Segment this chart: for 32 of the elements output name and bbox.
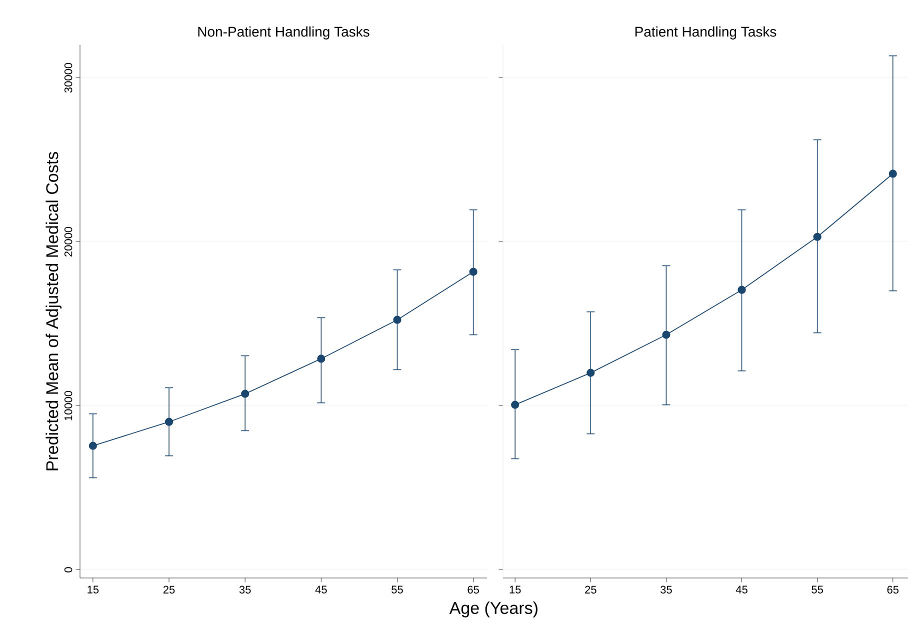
y-axis-title: Predicted Mean of Adjusted Medical Costs bbox=[46, 152, 62, 470]
point bbox=[662, 330, 670, 339]
point bbox=[469, 268, 478, 276]
point bbox=[888, 170, 897, 178]
point bbox=[586, 368, 595, 377]
x-tick-label: 25 bbox=[585, 586, 596, 594]
x-tick-label: 55 bbox=[812, 586, 823, 594]
x-tick-label: 15 bbox=[88, 586, 99, 594]
x-tick-label: 55 bbox=[392, 586, 403, 594]
point bbox=[164, 418, 174, 426]
point bbox=[317, 354, 326, 363]
x-tick-label: 45 bbox=[736, 586, 748, 594]
x-tick-label: 25 bbox=[163, 586, 175, 594]
point bbox=[813, 232, 822, 241]
x-tick-label: 45 bbox=[315, 586, 327, 594]
y-tick-label: 30000 bbox=[64, 62, 72, 93]
point bbox=[88, 442, 97, 450]
x-tick-label: 15 bbox=[510, 586, 521, 594]
point bbox=[393, 316, 402, 324]
x-tick-label: 65 bbox=[468, 586, 479, 594]
point bbox=[738, 286, 746, 294]
point bbox=[241, 390, 250, 398]
x-tick-label: 35 bbox=[660, 586, 672, 594]
chart-title: Non-Patient Handling Tasks bbox=[198, 26, 370, 40]
x-tick-label: 35 bbox=[239, 586, 251, 594]
x-tick-label: 65 bbox=[887, 586, 899, 594]
chart-title: Patient Handling Tasks bbox=[635, 26, 776, 40]
y-tick-label: 10000 bbox=[64, 390, 72, 420]
point bbox=[511, 400, 520, 409]
x-axis-title: Age (Years) bbox=[449, 602, 538, 618]
y-tick-label: 20000 bbox=[64, 226, 72, 257]
y-tick-label: 0 bbox=[64, 567, 72, 572]
